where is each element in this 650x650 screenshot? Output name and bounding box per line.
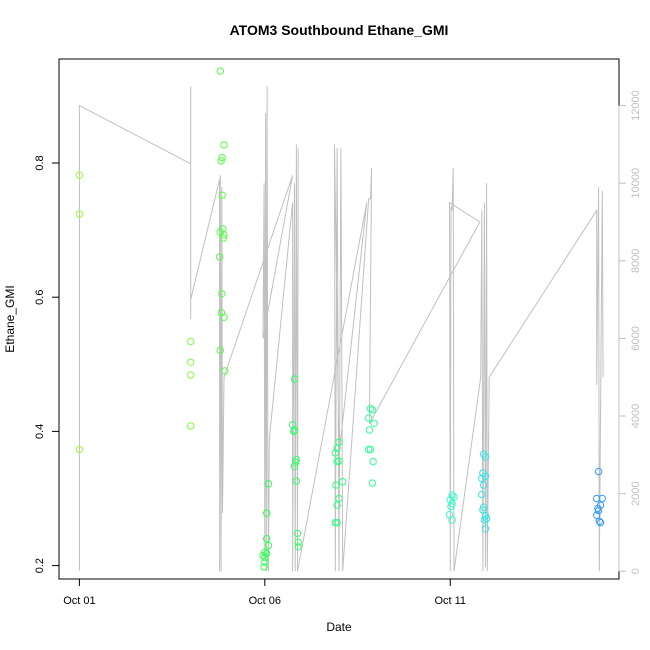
- data-point: [448, 491, 456, 499]
- data-point: [594, 467, 603, 476]
- data-point: [595, 517, 603, 525]
- data-point: [263, 549, 271, 558]
- y2-tick-label: 12000: [630, 90, 642, 121]
- x-tick-label: Oct 11: [434, 595, 466, 607]
- data-point: [482, 514, 491, 523]
- data-point: [290, 427, 298, 436]
- altitude-line: [78, 86, 604, 572]
- data-point: [75, 171, 84, 179]
- y2-axis: 0 2000 4000 6000 8000 10000 12000: [618, 90, 642, 574]
- data-point: [333, 444, 341, 452]
- data-point: [217, 157, 225, 165]
- x-axis-label: Date: [326, 620, 352, 634]
- data-point: [220, 141, 228, 149]
- data-point: [260, 563, 268, 571]
- data-point: [333, 457, 341, 466]
- data-point: [264, 480, 273, 488]
- data-point: [291, 458, 300, 466]
- data-point: [368, 479, 377, 487]
- y-tick-label: 0.4: [34, 424, 46, 439]
- y-tick-label: 0.2: [34, 558, 46, 573]
- data-point: [368, 406, 377, 414]
- chart-title: ATOM3 Southbound Ethane_GMI: [230, 22, 449, 38]
- data-point: [218, 290, 226, 298]
- data-point: [259, 551, 267, 560]
- data-point: [365, 426, 374, 434]
- data-point: [220, 313, 228, 321]
- data-point: [366, 404, 375, 413]
- x-tick-label: Oct 06: [249, 595, 281, 607]
- data-point: [221, 367, 229, 375]
- data-point: [290, 462, 299, 470]
- data-point: [75, 210, 84, 218]
- data-point: [216, 346, 225, 354]
- data-point: [339, 478, 347, 486]
- data-point: [333, 501, 341, 509]
- data-point: [331, 449, 339, 457]
- data-point: [593, 494, 601, 503]
- data-point: [215, 253, 224, 261]
- data-point: [263, 509, 271, 517]
- x-axis: Oct 01 Oct 06 Oct 11: [63, 578, 466, 607]
- y-tick-label: 0.8: [34, 155, 46, 170]
- data-point: [448, 516, 456, 524]
- data-point: [292, 477, 301, 485]
- data-point: [220, 231, 228, 239]
- data-point: [261, 558, 269, 566]
- data-point: [479, 481, 488, 489]
- data-point: [596, 518, 605, 527]
- data-point: [187, 337, 195, 346]
- y2-tick-label: 8000: [630, 249, 642, 273]
- data-point: [187, 371, 195, 379]
- data-point: [290, 375, 299, 383]
- data-point: [366, 445, 375, 454]
- y2-tick-label: 4000: [630, 404, 642, 428]
- data-point: [218, 153, 226, 162]
- scatter-points: [75, 67, 606, 571]
- data-point: [481, 472, 490, 480]
- data-point: [218, 191, 226, 199]
- data-point: [263, 535, 271, 543]
- data-point: [187, 422, 195, 430]
- data-point: [481, 453, 490, 461]
- data-point: [479, 506, 487, 514]
- data-point: [369, 457, 377, 466]
- y-axis: 0.2 0.4 0.6 0.8: [34, 155, 60, 573]
- data-point: [187, 358, 195, 366]
- y2-tick-label: 10000: [630, 168, 642, 199]
- altitude-line-layer: [78, 86, 604, 572]
- data-point: [335, 494, 343, 503]
- data-point: [333, 518, 341, 527]
- data-point: [293, 529, 302, 538]
- y-axis-label: Ethane_GMI: [3, 285, 17, 352]
- data-point: [447, 502, 455, 511]
- y2-tick-label: 0: [630, 568, 642, 574]
- data-point: [264, 541, 273, 550]
- data-point: [598, 494, 606, 503]
- data-point: [219, 234, 228, 242]
- data-point: [261, 553, 269, 562]
- data-point: [478, 490, 486, 499]
- data-point: [294, 538, 302, 546]
- data-point: [365, 414, 373, 422]
- y-tick-label: 0.6: [34, 290, 46, 305]
- data-point: [480, 516, 489, 524]
- y2-tick-label: 2000: [630, 481, 642, 505]
- y2-tick-label: 6000: [630, 326, 642, 350]
- data-point: [294, 543, 302, 551]
- data-point: [593, 511, 601, 519]
- data-point: [370, 419, 378, 427]
- data-point: [594, 506, 603, 515]
- data-point: [216, 67, 225, 75]
- x-tick-label: Oct 01: [63, 595, 95, 607]
- data-point: [332, 481, 340, 489]
- data-point: [478, 474, 486, 483]
- data-point: [75, 445, 84, 454]
- data-point: [481, 525, 490, 533]
